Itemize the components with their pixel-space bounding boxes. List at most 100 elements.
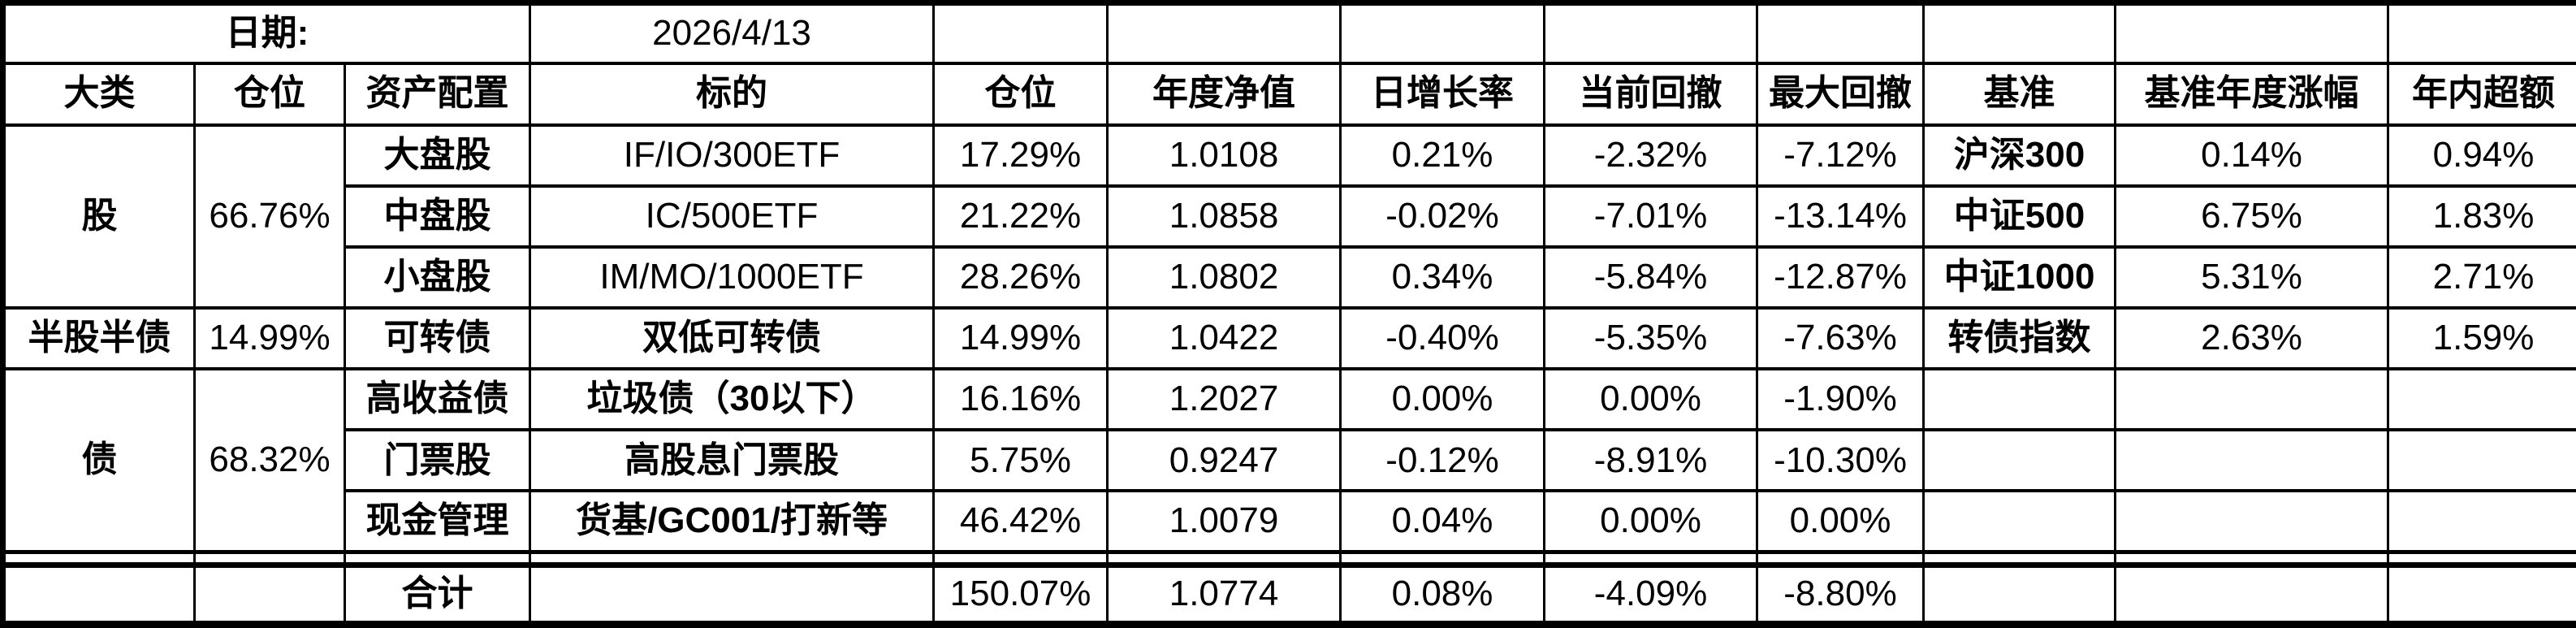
cell-target: 高股息门票股 — [529, 428, 936, 493]
cell-class-position: 68.32% — [193, 367, 346, 554]
cell-annual-nav: 1.2027 — [1106, 367, 1342, 432]
cell-benchmark-annual: 6.75% — [2114, 184, 2390, 249]
empty-cell — [193, 549, 346, 568]
header-cell-allocation: 资产配置 — [343, 61, 532, 127]
cell-annual-excess — [2387, 367, 2576, 432]
cell-daily-change: 0.00% — [1339, 367, 1546, 432]
total-label-cell: 合计 — [343, 563, 532, 628]
cell-benchmark: 转债指数 — [1922, 305, 2117, 371]
total-max-drawdown-cell: -8.80% — [1756, 563, 1926, 628]
empty-cell — [1339, 1, 1546, 65]
header-cell-annual-nav: 年度净值 — [1106, 61, 1342, 127]
empty-cell — [2114, 563, 2390, 628]
total-position-cell: 150.07% — [932, 563, 1109, 628]
empty-cell — [2, 549, 196, 568]
cell-allocation: 高收益债 — [343, 367, 532, 432]
empty-cell — [1339, 549, 1546, 568]
cell-allocation: 小盘股 — [343, 245, 532, 310]
cell-daily-change: -0.02% — [1339, 184, 1546, 249]
cell-current-drawdown: -2.32% — [1543, 123, 1759, 188]
table-row: 债 68.32% 高收益债 垃圾债（30以下） 16.16% 1.2027 0.… — [2, 367, 2576, 554]
cell-target: 双低可转债 — [529, 305, 936, 371]
cell-position: 14.99% — [932, 305, 1109, 371]
total-current-drawdown-cell: -4.09% — [1543, 563, 1759, 628]
table-row: 现金管理 货基/GC001/打新等 46.42% 1.0079 0.04% 0.… — [3, 489, 2576, 554]
cell-max-drawdown: 0.00% — [1756, 489, 1926, 554]
cell-allocation: 中盘股 — [343, 184, 532, 249]
table-row: 中盘股 IC/500ETF 21.22% 1.0858 -0.02% -7.01… — [3, 184, 2576, 249]
cell-annual-nav: 1.0422 — [1106, 305, 1342, 371]
cell-daily-change: -0.12% — [1339, 428, 1546, 493]
cell-target: IC/500ETF — [529, 184, 936, 249]
empty-cell — [1922, 549, 2117, 568]
cell-max-drawdown: -1.90% — [1756, 367, 1926, 432]
header-cell-position: 仓位 — [932, 61, 1109, 127]
table-row: 半股半债 14.99% 可转债 双低可转债 14.99% 1.0422 -0.4… — [2, 305, 2576, 371]
cell-position: 5.75% — [932, 428, 1109, 493]
cell-annual-excess: 1.59% — [2387, 305, 2576, 371]
cell-asset-class: 半股半债 — [2, 305, 196, 371]
cell-target: 垃圾债（30以下） — [529, 367, 936, 432]
empty-cell — [1106, 1, 1342, 65]
total-row: 合计 150.07% 1.0774 0.08% -4.09% -8.80% — [2, 563, 2576, 628]
cell-current-drawdown: -7.01% — [1543, 184, 1759, 249]
cell-position: 28.26% — [932, 245, 1109, 310]
cell-benchmark — [1922, 489, 2117, 554]
empty-cell — [932, 549, 1109, 568]
cell-position: 21.22% — [932, 184, 1109, 249]
empty-cell — [2, 563, 196, 628]
cell-position: 17.29% — [932, 123, 1109, 188]
cell-benchmark — [1922, 367, 2117, 432]
empty-cell — [529, 563, 936, 628]
cell-benchmark-annual: 5.31% — [2114, 245, 2390, 310]
table-row: 股 66.76% 大盘股 IF/IO/300ETF 17.29% 1.0108 … — [2, 123, 2576, 310]
total-annual-nav-cell: 1.0774 — [1106, 563, 1342, 628]
cell-max-drawdown: -7.12% — [1756, 123, 1926, 188]
cell-annual-nav: 0.9247 — [1106, 428, 1342, 493]
empty-cell — [1922, 563, 2117, 628]
empty-cell — [1922, 1, 2117, 65]
cell-current-drawdown: -5.84% — [1543, 245, 1759, 310]
date-row: 日期: 2026/4/13 — [1, 1, 2576, 65]
cell-annual-nav: 1.0802 — [1106, 245, 1342, 310]
empty-cell — [343, 549, 532, 568]
cell-annual-nav: 1.0858 — [1106, 184, 1342, 249]
cell-target: IM/MO/1000ETF — [529, 245, 936, 310]
cell-allocation: 大盘股 — [343, 123, 532, 188]
empty-cell — [529, 549, 936, 568]
cell-max-drawdown: -12.87% — [1756, 245, 1926, 310]
empty-cell — [2387, 549, 2576, 568]
empty-cell — [1543, 1, 1759, 65]
cell-asset-class: 债 — [2, 367, 196, 554]
cell-benchmark-annual — [2114, 428, 2390, 493]
cell-allocation: 门票股 — [343, 428, 532, 493]
header-cell-target: 标的 — [529, 61, 936, 127]
cell-allocation: 可转债 — [343, 305, 532, 371]
cell-target: 货基/GC001/打新等 — [529, 489, 936, 554]
date-label-cell: 日期: — [1, 1, 532, 65]
table-row: 门票股 高股息门票股 5.75% 0.9247 -0.12% -8.91% -1… — [3, 428, 2576, 493]
header-cell-asset-class: 大类 — [2, 61, 196, 127]
spacer-row — [2, 549, 2576, 568]
empty-cell — [2114, 1, 2390, 65]
empty-cell — [1106, 549, 1342, 568]
cell-daily-change: 0.04% — [1339, 489, 1546, 554]
cell-benchmark-annual — [2114, 367, 2390, 432]
cell-benchmark-annual: 2.63% — [2114, 305, 2390, 371]
cell-max-drawdown: -7.63% — [1756, 305, 1926, 371]
cell-benchmark: 中证500 — [1922, 184, 2117, 249]
cell-current-drawdown: 0.00% — [1543, 489, 1759, 554]
header-cell-benchmark: 基准 — [1922, 61, 2117, 127]
cell-benchmark — [1922, 428, 2117, 493]
empty-cell — [2387, 1, 2576, 65]
total-daily-change-cell: 0.08% — [1339, 563, 1546, 628]
cell-max-drawdown: -10.30% — [1756, 428, 1926, 493]
header-cell-annual-excess: 年内超额 — [2387, 61, 2576, 127]
cell-annual-excess — [2387, 489, 2576, 554]
cell-annual-excess: 2.71% — [2387, 245, 2576, 310]
cell-benchmark-annual — [2114, 489, 2390, 554]
empty-cell — [1756, 1, 1926, 65]
table-row: 小盘股 IM/MO/1000ETF 28.26% 1.0802 0.34% -5… — [3, 245, 2576, 310]
cell-benchmark-annual: 0.14% — [2114, 123, 2390, 188]
